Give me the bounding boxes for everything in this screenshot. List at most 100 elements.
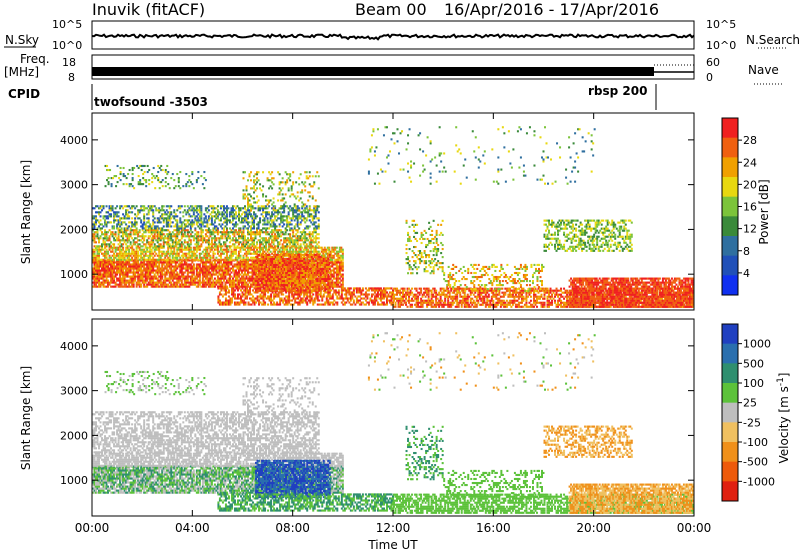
power-cell	[113, 211, 116, 214]
power-cell	[117, 219, 120, 222]
power-cell	[129, 252, 132, 255]
power-cell	[105, 250, 108, 253]
power-cell	[251, 275, 254, 278]
power-cell	[122, 246, 125, 249]
power-cell	[96, 237, 99, 240]
power-cell	[298, 237, 301, 240]
power-cell	[307, 213, 310, 216]
power-cell	[263, 261, 266, 264]
power-cell	[110, 279, 113, 282]
power-cell	[292, 261, 295, 264]
power-cell	[177, 281, 180, 284]
power-cell	[287, 237, 290, 240]
power-cell	[117, 243, 120, 246]
power-cell	[134, 243, 137, 246]
power-cell	[131, 277, 134, 280]
power-cell	[277, 265, 280, 268]
power-cell	[99, 248, 102, 251]
power-cell	[159, 261, 162, 264]
power-cell	[341, 283, 344, 286]
power-cell	[296, 252, 299, 255]
power-cell	[338, 261, 341, 264]
power-cell	[170, 225, 173, 228]
power-cell	[236, 256, 239, 259]
power-cell	[225, 211, 228, 214]
power-cell	[162, 245, 165, 248]
power-cell	[207, 237, 210, 240]
power-cell	[331, 283, 334, 286]
power-cell	[221, 245, 224, 248]
power-cell	[203, 254, 206, 257]
power-cell	[212, 250, 215, 253]
power-cell	[337, 256, 340, 259]
power-cell	[194, 252, 197, 255]
power-cell	[105, 285, 108, 288]
power-cell	[245, 263, 248, 266]
power-cell	[250, 207, 253, 210]
power-cell	[198, 211, 201, 214]
power-cell	[298, 213, 301, 216]
power-cell	[198, 283, 201, 286]
power-cell	[275, 235, 278, 238]
power-cell	[265, 239, 268, 242]
power-cell	[164, 237, 167, 240]
power-cell	[302, 243, 305, 246]
power-cell	[231, 285, 234, 288]
power-cell	[174, 243, 177, 246]
power-cell	[110, 233, 113, 236]
power-cell	[274, 235, 277, 238]
power-cell	[268, 269, 271, 273]
power-cell	[284, 241, 287, 244]
power-cell	[251, 261, 254, 264]
power-cell	[120, 273, 123, 276]
power-cell	[298, 223, 301, 226]
power-cell	[250, 231, 253, 234]
power-cell	[261, 282, 264, 285]
power-cell	[95, 231, 98, 234]
power-cell	[141, 209, 144, 212]
power-cell	[271, 211, 274, 214]
power-cell	[170, 267, 173, 270]
power-cell	[277, 259, 280, 262]
power-cell	[159, 267, 162, 270]
power-cell	[177, 229, 180, 232]
power-cell	[254, 213, 257, 216]
power-cell	[122, 267, 125, 270]
power-cell	[261, 267, 264, 271]
power-cell	[265, 253, 268, 256]
power-cell	[105, 252, 108, 255]
power-cell	[96, 271, 99, 274]
power-cell	[104, 279, 107, 282]
power-cell	[285, 284, 288, 287]
power-cell	[161, 205, 164, 208]
power-cell	[230, 283, 233, 286]
power-cell	[335, 261, 338, 264]
power-cell	[105, 273, 108, 276]
power-cell	[179, 231, 182, 234]
power-cell	[191, 279, 194, 282]
power-cell	[234, 275, 237, 278]
power-cell	[308, 213, 311, 216]
power-cell	[164, 217, 167, 220]
power-cell	[316, 250, 319, 253]
power-cell	[186, 252, 189, 255]
power-cell	[140, 235, 143, 238]
power-cell	[191, 258, 194, 261]
power-cell	[286, 205, 289, 208]
power-cell	[308, 265, 311, 268]
power-cell	[167, 256, 170, 259]
power-cell	[317, 223, 320, 226]
power-cell	[313, 248, 316, 251]
power-cell	[101, 233, 104, 236]
power-cell	[135, 265, 138, 268]
power-cell	[180, 269, 183, 272]
power-cell	[174, 277, 177, 280]
power-cell	[210, 233, 213, 236]
power-cell	[191, 205, 194, 208]
power-cell	[149, 243, 152, 246]
power-cell	[257, 281, 260, 284]
power-cell	[253, 245, 256, 248]
power-cell	[179, 267, 182, 270]
power-cell	[230, 275, 233, 278]
power-cell	[180, 279, 183, 282]
